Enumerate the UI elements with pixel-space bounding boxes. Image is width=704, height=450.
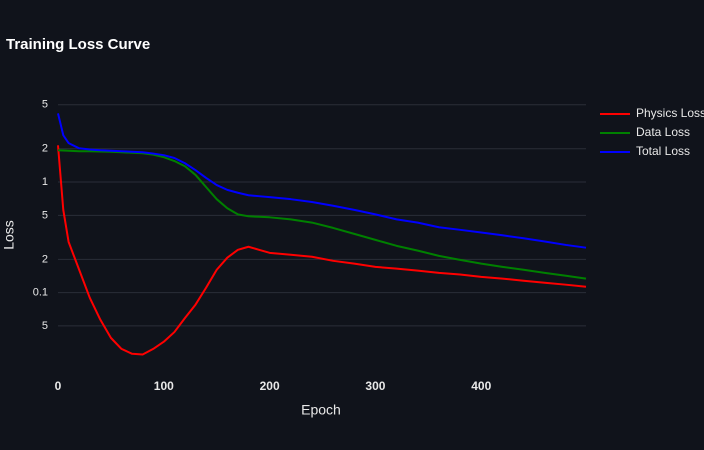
y-tick-label: 5 <box>42 99 48 111</box>
y-tick-label: 5 <box>42 209 48 221</box>
line-series <box>57 149 587 280</box>
y-tick-label: 1 <box>42 176 48 188</box>
x-axis-label: Epoch <box>301 402 341 418</box>
legend-label: Total Loss <box>636 144 690 158</box>
chart-title: Training Loss Curve <box>6 36 150 53</box>
legend-label: Physics Loss <box>636 106 704 120</box>
line-series <box>57 113 587 249</box>
y-tick-label: 0.1 <box>33 287 48 299</box>
x-tick-label: 200 <box>260 379 280 393</box>
x-tick-label: 300 <box>365 379 385 393</box>
y-tick-label: 5 <box>42 320 48 332</box>
x-tick-label: 400 <box>471 379 491 393</box>
y-tick-label: 2 <box>42 253 48 265</box>
y-axis-label: Loss <box>1 220 17 250</box>
x-tick-label: 0 <box>55 379 62 393</box>
x-tick-label: 100 <box>154 379 174 393</box>
legend-label: Data Loss <box>636 125 690 139</box>
line-series <box>57 145 587 356</box>
y-tick-label: 2 <box>42 143 48 155</box>
